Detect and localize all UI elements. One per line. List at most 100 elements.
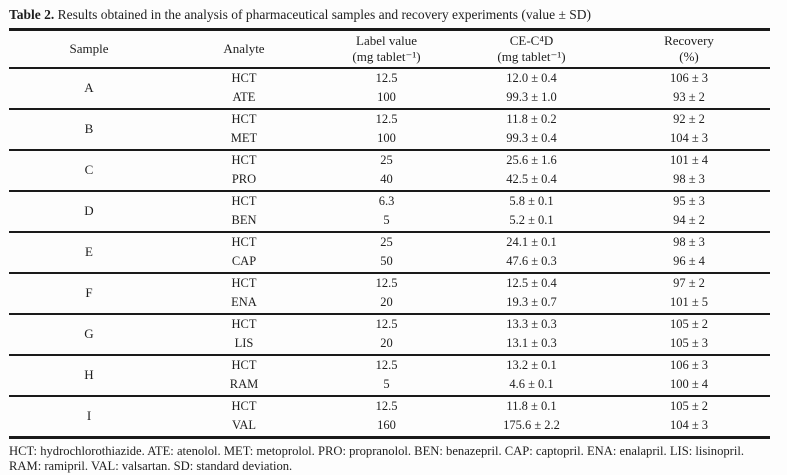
table-row: HCT 12.5 11.8 ± 0.2 92 ± 2 xyxy=(169,110,770,130)
sample-cell: G xyxy=(84,326,94,341)
column-header-label: CE-C⁴D xyxy=(509,32,554,48)
analyte-cell: ATE xyxy=(232,90,256,104)
analyte-cell: VAL xyxy=(231,418,257,432)
ce-value-cell: 12.0 ± 0.4 xyxy=(506,70,557,85)
label-value-cell: 20 xyxy=(380,336,393,350)
recovery-cell: 104 ± 3 xyxy=(669,131,709,145)
analyte-cell: HCT xyxy=(231,111,257,126)
analyte-cell: MET xyxy=(230,131,258,145)
sample-group-C: C HCT 25 25.6 ± 1.6 101 ± 4 PRO 40 42.5 ± 0.4 98… xyxy=(9,151,770,192)
table-row: HCT 12.5 11.8 ± 0.1 105 ± 2 xyxy=(169,397,770,417)
recovery-cell: 105 ± 2 xyxy=(669,398,709,413)
table-row: PRO 40 42.5 ± 0.4 98 ± 3 xyxy=(169,170,770,190)
sample-cell: A xyxy=(84,80,94,95)
table-caption: Table 2. Results obtained in the analysi… xyxy=(9,4,770,28)
label-value-cell: 12.5 xyxy=(375,111,398,126)
label-value-cell: 5 xyxy=(383,377,390,391)
label-value-cell: 160 xyxy=(377,418,396,432)
table-row: VAL 160 175.6 ± 2.2 104 ± 3 xyxy=(169,416,770,436)
ce-value-cell: 42.5 ± 0.4 xyxy=(506,172,557,186)
label-value-cell: 100 xyxy=(377,90,396,104)
top-rule xyxy=(9,28,770,31)
recovery-cell: 98 ± 3 xyxy=(673,172,705,186)
ce-value-cell: 24.1 ± 0.1 xyxy=(506,234,557,249)
recovery-cell: 105 ± 2 xyxy=(669,316,709,331)
analyte-cell: LIS xyxy=(234,336,254,350)
recovery-cell: 98 ± 3 xyxy=(673,234,705,249)
recovery-cell: 96 ± 4 xyxy=(673,254,705,268)
ce-value-cell: 99.3 ± 0.4 xyxy=(506,131,557,145)
label-value-cell: 40 xyxy=(380,172,393,186)
analyte-cell: HCT xyxy=(231,234,257,249)
sample-group-G: G HCT 12.5 13.3 ± 0.3 105 ± 2 LIS 20 13.1 ± 0.3… xyxy=(9,315,770,356)
table-number: Table 2. xyxy=(9,7,55,22)
sample-cell: F xyxy=(85,285,93,300)
label-value-cell: 25 xyxy=(380,152,393,167)
analyte-cell: HCT xyxy=(231,357,257,372)
label-value-cell: 50 xyxy=(380,254,393,268)
ce-value-cell: 175.6 ± 2.2 xyxy=(503,418,560,432)
table-row: MET 100 99.3 ± 0.4 104 ± 3 xyxy=(169,129,770,149)
analyte-cell: BEN xyxy=(231,213,257,227)
label-value-cell: 5 xyxy=(383,213,390,227)
ce-value-cell: 99.3 ± 1.0 xyxy=(506,90,557,104)
recovery-cell: 95 ± 3 xyxy=(673,193,705,208)
ce-value-cell: 11.8 ± 0.1 xyxy=(506,398,557,413)
sample-cell: C xyxy=(84,162,94,177)
recovery-cell: 92 ± 2 xyxy=(673,111,705,126)
recovery-cell: 104 ± 3 xyxy=(669,418,709,432)
column-header-label: Analyte xyxy=(223,40,265,56)
sample-group-D: D HCT 6.3 5.8 ± 0.1 95 ± 3 BEN 5 5.2 ± 0.1 94 ± … xyxy=(9,192,770,233)
recovery-cell: 101 ± 4 xyxy=(669,152,709,167)
table-row: HCT 12.5 13.2 ± 0.1 106 ± 3 xyxy=(169,356,770,376)
column-header-sub: (mg tablet⁻¹) xyxy=(352,48,421,64)
analyte-cell: HCT xyxy=(231,152,257,167)
column-header-label: Sample xyxy=(69,40,109,56)
ce-value-cell: 12.5 ± 0.4 xyxy=(506,275,557,290)
recovery-cell: 94 ± 2 xyxy=(673,213,705,227)
ce-value-cell: 5.2 ± 0.1 xyxy=(509,213,554,227)
table-row: HCT 6.3 5.8 ± 0.1 95 ± 3 xyxy=(169,192,770,212)
ce-value-cell: 13.2 ± 0.1 xyxy=(506,357,557,372)
column-header-recovery: Recovery (%) xyxy=(609,31,769,67)
table-row: ENA 20 19.3 ± 0.7 101 ± 5 xyxy=(169,293,770,313)
column-header-label-value: Label value (mg tablet⁻¹) xyxy=(319,31,454,67)
table-row: HCT 12.5 12.5 ± 0.4 97 ± 2 xyxy=(169,274,770,294)
ce-value-cell: 19.3 ± 0.7 xyxy=(506,295,557,309)
column-header-label: Recovery xyxy=(664,32,714,48)
sample-cell: I xyxy=(86,408,92,423)
recovery-cell: 97 ± 2 xyxy=(673,275,705,290)
column-header-analyte: Analyte xyxy=(169,31,319,67)
analyte-cell: HCT xyxy=(231,275,257,290)
analyte-cell: HCT xyxy=(231,398,257,413)
sample-cell: H xyxy=(84,367,94,382)
label-value-cell: 20 xyxy=(380,295,393,309)
analyte-cell: CAP xyxy=(231,254,257,268)
column-header-label: Label value xyxy=(356,32,417,48)
sample-group-A: A HCT 12.5 12.0 ± 0.4 106 ± 3 ATE 100 99.3 ± 1.… xyxy=(9,69,770,110)
label-value-cell: 12.5 xyxy=(375,316,398,331)
column-header-sub: (mg tablet⁻¹) xyxy=(497,48,566,64)
recovery-cell: 93 ± 2 xyxy=(673,90,705,104)
column-header-sample: Sample xyxy=(9,31,169,67)
label-value-cell: 12.5 xyxy=(375,398,398,413)
sample-cell: E xyxy=(85,244,93,259)
column-header-sub: (%) xyxy=(679,48,699,64)
recovery-cell: 101 ± 5 xyxy=(669,295,709,309)
ce-value-cell: 47.6 ± 0.3 xyxy=(506,254,557,268)
sample-group-B: B HCT 12.5 11.8 ± 0.2 92 ± 2 MET 100 99.3 ± 0.4… xyxy=(9,110,770,151)
label-value-cell: 25 xyxy=(380,234,393,249)
table-row: CAP 50 47.6 ± 0.3 96 ± 4 xyxy=(169,252,770,272)
table-row: HCT 25 24.1 ± 0.1 98 ± 3 xyxy=(169,233,770,253)
ce-value-cell: 13.3 ± 0.3 xyxy=(506,316,557,331)
sample-group-F: F HCT 12.5 12.5 ± 0.4 97 ± 2 ENA 20 19.3 ± 0.7 1… xyxy=(9,274,770,315)
label-value-cell: 100 xyxy=(377,131,396,145)
table-row: HCT 12.5 12.0 ± 0.4 106 ± 3 xyxy=(169,69,770,89)
sample-group-I: I HCT 12.5 11.8 ± 0.1 105 ± 2 VAL 160 175.6 ± 2… xyxy=(9,397,770,439)
table-row: ATE 100 99.3 ± 1.0 93 ± 2 xyxy=(169,88,770,108)
label-value-cell: 12.5 xyxy=(375,357,398,372)
table-row: HCT 12.5 13.3 ± 0.3 105 ± 2 xyxy=(169,315,770,335)
analyte-cell: RAM xyxy=(229,377,259,391)
sample-group-E: E HCT 25 24.1 ± 0.1 98 ± 3 CAP 50 47.6 ± 0.3 96 … xyxy=(9,233,770,274)
